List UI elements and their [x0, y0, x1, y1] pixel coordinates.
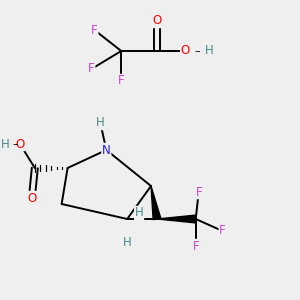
Text: H: H [135, 206, 143, 220]
Text: O: O [27, 191, 37, 205]
Text: H: H [205, 44, 214, 58]
Text: H: H [1, 137, 9, 151]
Text: F: F [118, 74, 124, 88]
Text: F: F [88, 62, 95, 76]
Text: F: F [195, 185, 202, 199]
Polygon shape [151, 186, 161, 220]
Text: O: O [152, 14, 162, 28]
Text: –: – [194, 46, 200, 56]
Text: F: F [91, 23, 98, 37]
Text: O: O [181, 44, 190, 58]
Text: N: N [102, 143, 111, 157]
Text: H: H [123, 236, 132, 250]
Text: H: H [96, 116, 105, 130]
Text: F: F [219, 224, 226, 238]
Polygon shape [157, 215, 196, 223]
Text: F: F [192, 239, 199, 253]
Text: –: – [13, 139, 18, 149]
Text: O: O [15, 137, 25, 151]
